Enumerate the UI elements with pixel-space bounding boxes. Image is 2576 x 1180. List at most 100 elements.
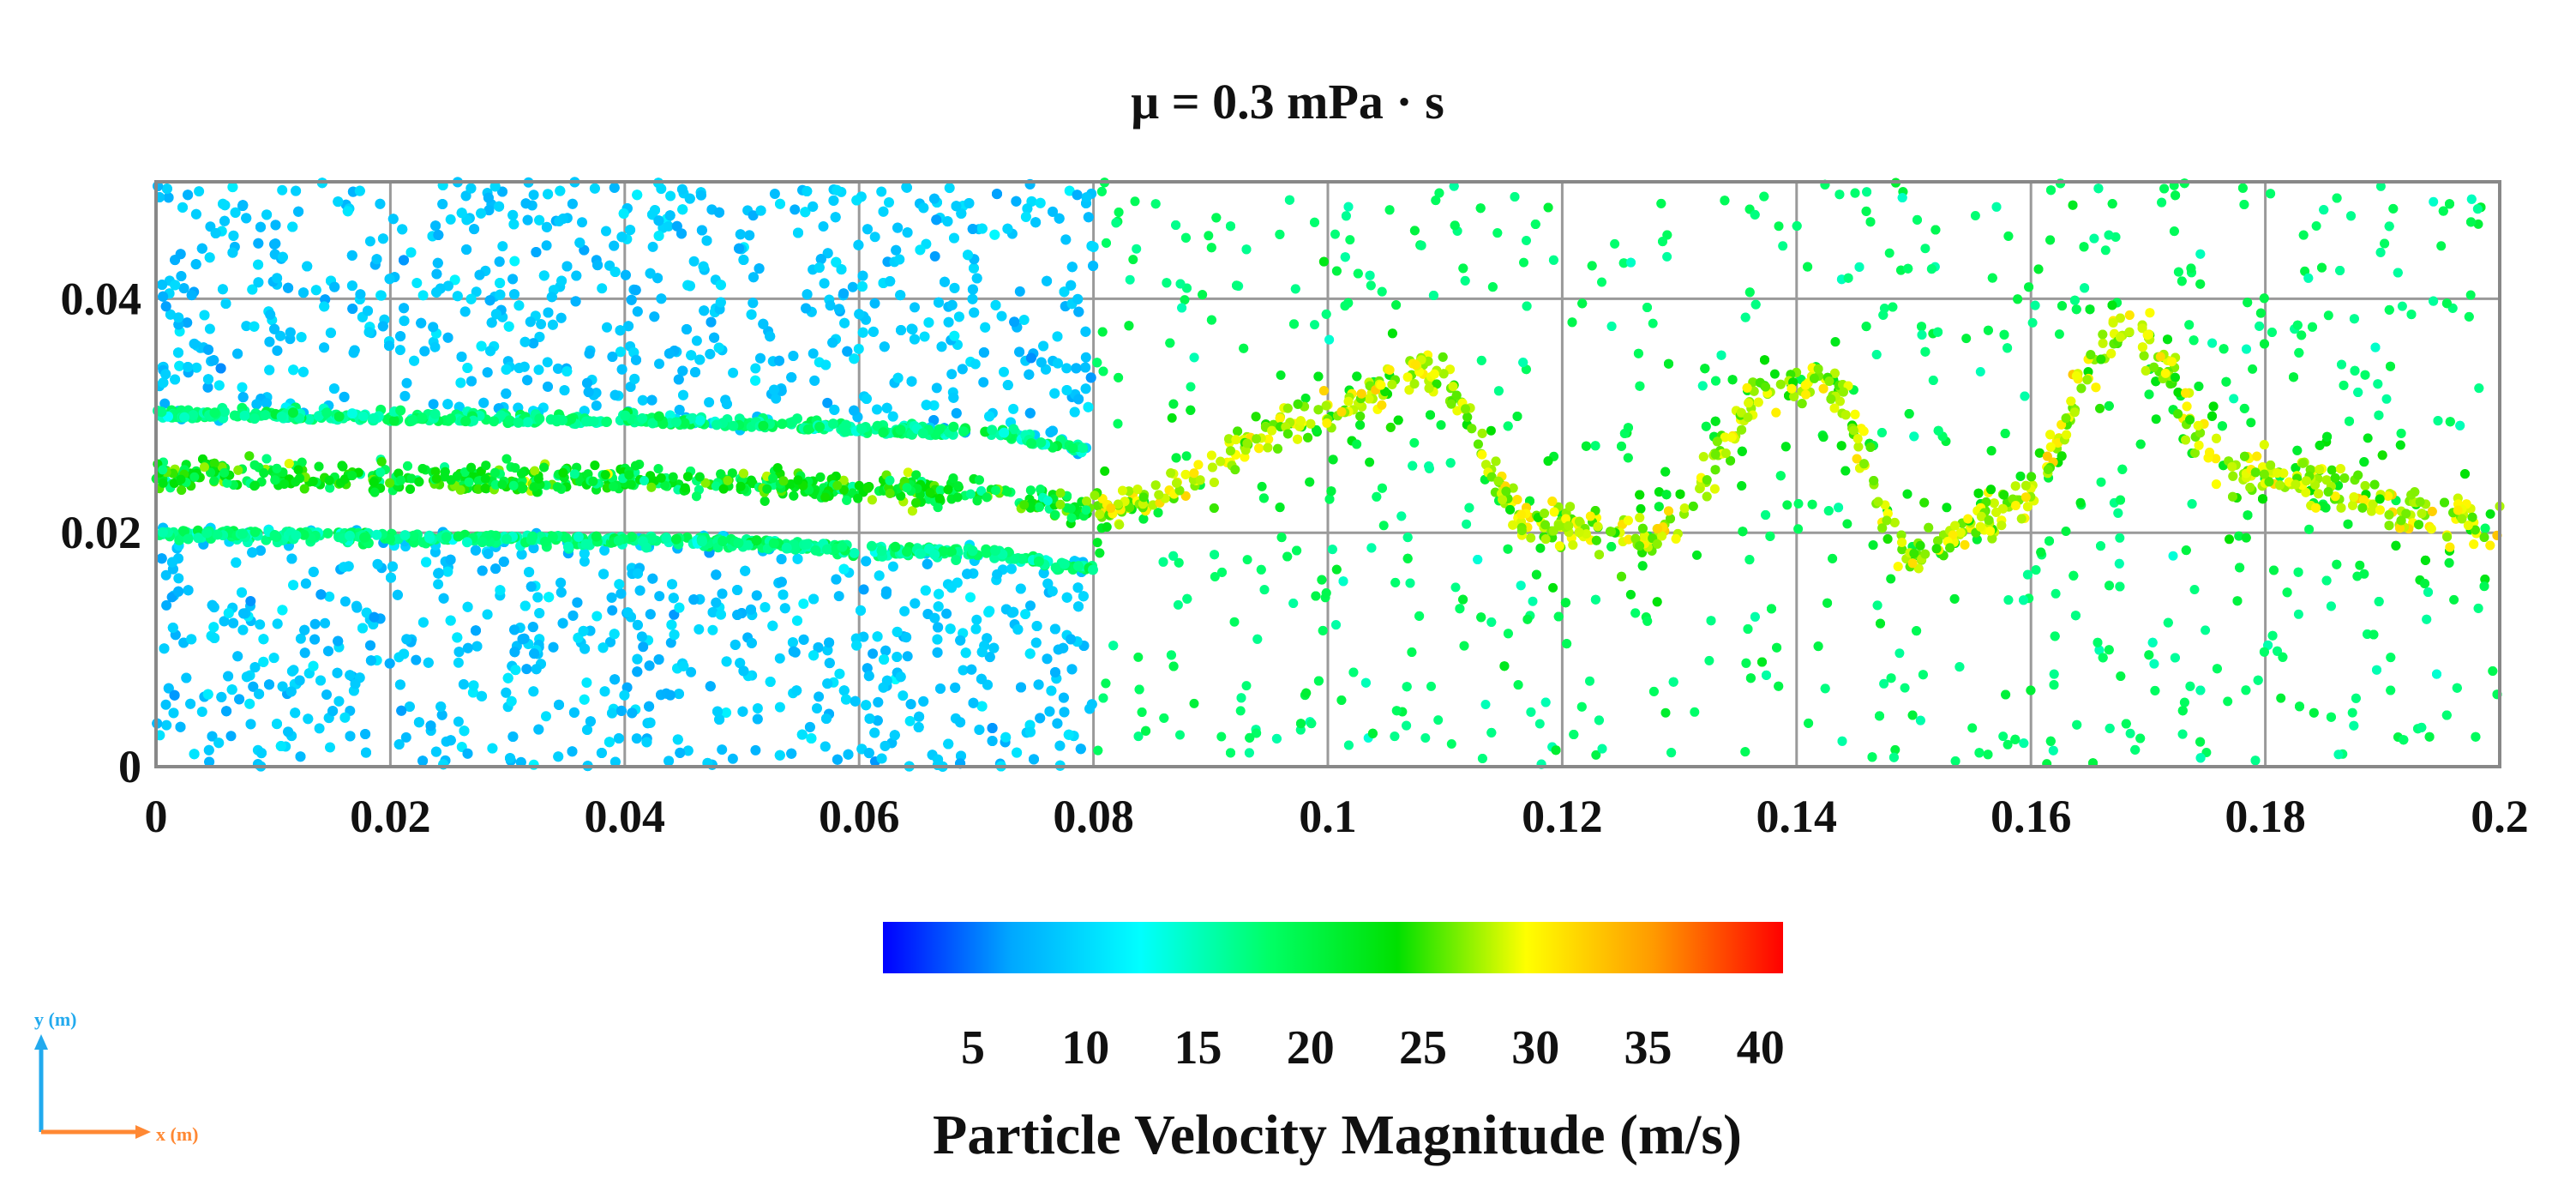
particle (1424, 461, 1433, 471)
particle (607, 593, 617, 603)
particle (556, 313, 567, 323)
particle (255, 222, 266, 232)
particle (2055, 329, 2064, 339)
particle (272, 273, 282, 283)
particle (1067, 262, 1078, 272)
particle (2135, 734, 2145, 744)
particle (775, 702, 785, 713)
particle (364, 327, 375, 337)
particle (571, 271, 581, 281)
particle (1751, 300, 1761, 310)
particle (543, 592, 554, 602)
particle (678, 390, 688, 400)
particle (619, 690, 629, 701)
particle (1934, 426, 1943, 436)
particle (1025, 600, 1036, 611)
particle (1793, 524, 1803, 533)
particle (1114, 373, 1123, 382)
particle (2051, 589, 2061, 599)
particle (602, 322, 612, 333)
particle (591, 611, 602, 622)
particle (1354, 269, 1363, 279)
particle (1741, 313, 1750, 322)
particle (1738, 447, 1747, 456)
particle (1414, 611, 1424, 621)
particle (798, 599, 808, 609)
particle (2045, 235, 2055, 244)
particle (820, 742, 831, 752)
particle (1042, 276, 1052, 286)
particle (1636, 504, 1646, 514)
particle (935, 683, 946, 694)
particle (1666, 748, 1676, 757)
particle (2292, 446, 2302, 455)
particle (547, 292, 557, 302)
particle (1417, 241, 1426, 250)
particle (162, 184, 172, 194)
particle (2177, 276, 2187, 286)
particle (1781, 442, 1791, 451)
particle (882, 676, 892, 686)
particle (2385, 221, 2394, 231)
particle (598, 642, 609, 653)
particle (1740, 747, 1750, 756)
particle (752, 590, 762, 600)
particle (1021, 212, 1031, 222)
particle (1190, 699, 1199, 708)
particle (278, 682, 288, 692)
particle (1016, 683, 1026, 693)
particle (491, 309, 501, 319)
particle (478, 398, 489, 408)
particle (477, 341, 487, 352)
particle (1607, 322, 1617, 331)
particle (933, 755, 943, 765)
particle (627, 707, 637, 718)
particle (1211, 213, 1221, 222)
particle (898, 690, 908, 701)
particle (1392, 706, 1402, 715)
particle (1488, 282, 1498, 292)
particle (2113, 509, 2123, 518)
particle (1429, 291, 1438, 300)
particle (1061, 363, 1072, 373)
particle (399, 391, 410, 401)
particle (892, 223, 903, 233)
particle (216, 364, 226, 374)
particle (2023, 570, 2033, 580)
particle (1012, 748, 1022, 758)
particle (1025, 648, 1036, 659)
particle (1704, 656, 1714, 665)
particle (176, 722, 186, 732)
particle (2050, 680, 2059, 689)
particle (1626, 590, 1636, 599)
particle (702, 236, 712, 246)
particle (2471, 732, 2480, 742)
particle (614, 733, 624, 744)
particle (197, 244, 207, 254)
particle (1950, 594, 1960, 604)
particle (1998, 731, 2008, 741)
particle (644, 701, 654, 712)
particle (2369, 630, 2378, 640)
particle (388, 214, 399, 224)
particle (905, 716, 916, 726)
particle (1638, 561, 1648, 570)
particle (615, 325, 626, 335)
particle (529, 648, 539, 659)
particle (1522, 615, 1532, 624)
particle (971, 615, 982, 625)
particle (1617, 442, 1626, 451)
particle (892, 652, 902, 662)
particle (1394, 416, 1403, 425)
particle (1974, 748, 1984, 757)
particle (2095, 404, 2105, 413)
particle (1905, 409, 1914, 418)
particle (646, 609, 656, 619)
particle (1591, 595, 1600, 605)
particle (1514, 680, 1523, 689)
particle (673, 734, 683, 744)
particle (1078, 591, 1089, 601)
particle (543, 189, 553, 199)
particle (1102, 522, 1112, 532)
particle (1446, 458, 1456, 467)
